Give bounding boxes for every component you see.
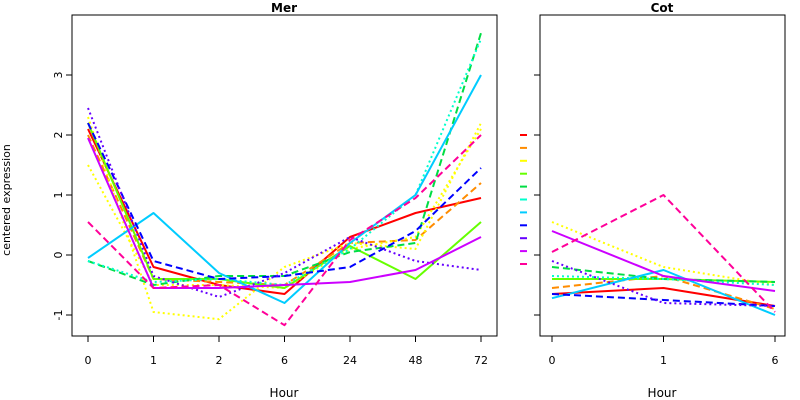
series-group-cot [551, 194, 776, 316]
y-axis-cot [534, 74, 540, 316]
x-tick-label: 2 [216, 354, 223, 367]
series-line-cot-7 [551, 269, 776, 316]
series-line-mer-12 [87, 134, 482, 327]
color-key [520, 134, 527, 265]
y-axis-label: centered expression [0, 144, 13, 256]
series-line-cot-6 [551, 275, 776, 286]
x-tick-label: 48 [409, 354, 423, 367]
x-tick-label: 1 [660, 354, 667, 367]
x-tick-label: 0 [549, 354, 556, 367]
y-tick-label: 1 [52, 192, 65, 199]
x-tick-label: 6 [281, 354, 288, 367]
series-line-cot-10 [551, 230, 776, 292]
panel-cot: Cot Hour 0 1 6 [534, 1, 786, 400]
series-line-mer-1 [87, 128, 482, 295]
x-axis-cot: 0 1 6 [549, 336, 779, 367]
x-axis-mer: 0 1 2 6 24 48 72 [85, 336, 488, 367]
series-group-mer [87, 32, 482, 327]
x-axis-label-cot: Hour [648, 386, 677, 400]
series-line-cot-11 [551, 194, 776, 313]
panel-mer: Mer Hour -1 0 1 2 3 0 1 2 6 24 48 72 [52, 1, 498, 400]
x-axis-label-mer: Hour [270, 386, 299, 400]
series-line-mer-5 [87, 122, 482, 289]
plot-frame-cot [539, 14, 786, 337]
panel-title-cot: Cot [651, 1, 674, 15]
y-tick-label: 2 [52, 132, 65, 139]
y-tick-label: 0 [52, 252, 65, 259]
panel-title-mer: Mer [271, 1, 297, 15]
x-tick-label: 1 [150, 354, 157, 367]
y-tick-label: 3 [52, 72, 65, 79]
x-tick-label: 72 [474, 354, 488, 367]
series-line-mer-9 [87, 122, 482, 280]
series-line-cot-3 [551, 221, 776, 286]
series-line-mer-8 [87, 74, 482, 304]
y-tick-label: -1 [52, 310, 65, 321]
x-tick-label: 24 [343, 354, 357, 367]
x-tick-label: 6 [772, 354, 779, 367]
y-axis-mer: -1 0 1 2 3 [52, 72, 72, 321]
series-line-mer-3 [87, 116, 482, 321]
series-line-cot-8 [551, 293, 776, 307]
series-line-mer-10 [87, 107, 482, 298]
x-tick-label: 0 [85, 354, 92, 367]
